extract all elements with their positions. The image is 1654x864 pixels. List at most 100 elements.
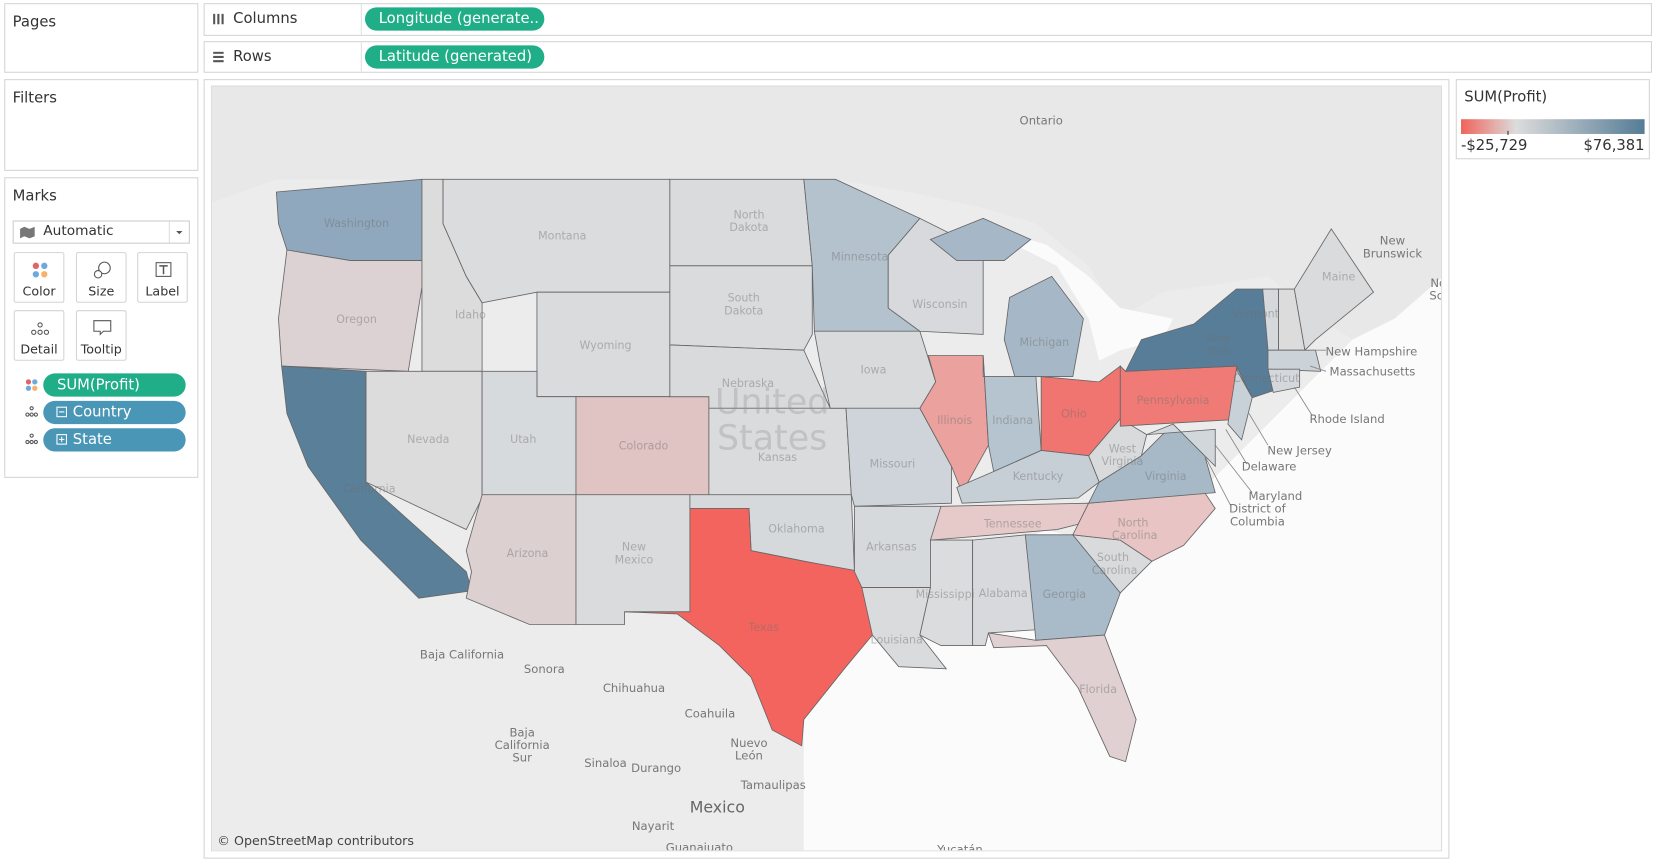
- state-shape[interactable]: [1003, 275, 1084, 378]
- map-label: Mexico: [689, 797, 745, 817]
- detail-icon: [25, 406, 38, 417]
- filters-shelf[interactable]: Filters: [4, 79, 199, 171]
- map-label: Oregon: [336, 313, 377, 326]
- state-shape[interactable]: [929, 217, 1032, 261]
- map-label: Sinaloa: [584, 756, 627, 771]
- state-pill[interactable]: State: [43, 428, 186, 452]
- map-label: Yucatán: [937, 842, 983, 852]
- map-label: Baja California: [419, 647, 505, 662]
- columns-shelf[interactable]: Columns Longitude (generate..: [203, 3, 1652, 36]
- detail-button[interactable]: Detail: [13, 310, 65, 361]
- legend-max: $76,381: [1583, 137, 1645, 155]
- color-button[interactable]: Color: [13, 252, 65, 303]
- map-label: Coahuila: [684, 706, 736, 721]
- state-shape[interactable]: [1146, 423, 1216, 468]
- button-label: Detail: [20, 341, 58, 357]
- map-label: Sonora: [523, 662, 565, 677]
- divider: [360, 4, 362, 35]
- map-label: Ontario: [1019, 113, 1063, 128]
- map-label: South Carolina: [1091, 551, 1138, 578]
- map-label: Virginia: [1144, 470, 1187, 484]
- state-shape[interactable]: [365, 370, 483, 531]
- button-label: Size: [88, 283, 115, 299]
- state-shape[interactable]: [669, 265, 813, 351]
- rows-label: Rows: [233, 48, 272, 66]
- map-label: Kentucky: [1012, 470, 1064, 484]
- state-shape[interactable]: [929, 502, 1090, 541]
- map-label: Utah: [510, 433, 537, 447]
- map-label: Rhode Island: [1309, 412, 1385, 427]
- state-shape[interactable]: [1293, 228, 1375, 352]
- map-label: New Hampshire: [1325, 344, 1418, 359]
- map-label: Arizona: [506, 547, 549, 561]
- map-label: Idaho: [455, 309, 486, 322]
- sum-profit-pill[interactable]: SUM(Profit): [43, 373, 186, 397]
- map-label: Nuevo León: [730, 736, 768, 763]
- state-shape[interactable]: [1227, 367, 1253, 441]
- columns-label: Columns: [233, 10, 298, 28]
- map-label: Minnesota: [831, 251, 889, 264]
- map-label: Nayarit: [631, 819, 675, 834]
- rows-shelf[interactable]: Rows Latitude (generated): [203, 41, 1652, 73]
- state-shape[interactable]: [624, 508, 873, 747]
- map-label: Iowa: [860, 363, 887, 377]
- detail-icon: [25, 433, 38, 445]
- map-label: New Jersey: [1267, 444, 1332, 458]
- gulf: [803, 635, 1142, 851]
- map-label: Washington: [324, 217, 390, 230]
- button-label: Label: [145, 283, 180, 299]
- state-shape[interactable]: [278, 249, 423, 372]
- state-shape[interactable]: [1088, 418, 1148, 483]
- view-area: Ontario New Brunswick Nova Scotia Washingto…: [203, 79, 1450, 859]
- map-label: Mississippi: [915, 588, 975, 602]
- marks-title: Marks: [12, 187, 57, 205]
- mark-type-dropdown[interactable]: Automatic: [12, 220, 190, 244]
- size-button[interactable]: Size: [75, 252, 127, 303]
- color-legend: SUM(Profit) -$25,729 $76,381: [1455, 79, 1650, 160]
- map-label: Oklahoma: [768, 523, 825, 536]
- map-label: New York: [1206, 332, 1231, 358]
- state-shape[interactable]: [1267, 368, 1301, 393]
- state-shape[interactable]: [1072, 492, 1216, 562]
- rows-pill[interactable]: Latitude (generated): [364, 45, 545, 69]
- button-label: Color: [22, 283, 56, 299]
- collapse-icon: [56, 406, 67, 418]
- label-button[interactable]: Label: [137, 252, 188, 303]
- state-shape[interactable]: [987, 632, 1137, 763]
- legend-min: -$25,729: [1461, 137, 1528, 155]
- map-label: Wyoming: [579, 339, 632, 353]
- marks-card: Marks Automatic Color Size Label Detail …: [4, 177, 199, 478]
- great-lakes: [972, 228, 1174, 361]
- map-label: Louisiana: [870, 633, 923, 647]
- map-label: Ohio: [1061, 408, 1087, 421]
- legend-gradient[interactable]: [1461, 119, 1645, 134]
- map-label: Wisconsin: [912, 298, 968, 312]
- pages-title: Pages: [12, 13, 57, 31]
- pages-shelf[interactable]: Pages: [4, 3, 199, 73]
- map-label: Pennsylvania: [1136, 394, 1210, 408]
- leader-lines: [1204, 349, 1327, 507]
- mark-type: Automatic: [43, 223, 114, 240]
- button-label: Tooltip: [80, 341, 122, 357]
- country-pill[interactable]: Country: [43, 400, 186, 425]
- map-label: Colorado: [618, 439, 669, 453]
- state-shape[interactable]: [1024, 534, 1121, 641]
- dropdown-arrow: [168, 221, 189, 243]
- tooltip-button[interactable]: Tooltip: [75, 310, 127, 361]
- map-label: Massachusetts: [1329, 364, 1416, 379]
- columns-pill[interactable]: Longitude (generate..: [364, 7, 545, 31]
- map-labels: Ontario New Brunswick Nova Scotia Washingto…: [212, 87, 1441, 852]
- map-label: Vermont: [1232, 308, 1279, 321]
- columns-icon: [213, 13, 224, 25]
- map-label: Durango: [631, 761, 682, 776]
- map-label: District of Columbia: [1229, 502, 1286, 529]
- map-label: South Dakota: [724, 292, 764, 318]
- map-label: Alabama: [978, 587, 1028, 601]
- state-shape[interactable]: [1267, 349, 1322, 372]
- map[interactable]: Ontario New Brunswick Nova Scotia Washingto…: [210, 85, 1443, 852]
- map-label: United States: [714, 380, 830, 458]
- divider: [360, 42, 362, 72]
- legend-title: SUM(Profit): [1464, 88, 1548, 106]
- map-label: Baja California Sur: [494, 725, 550, 765]
